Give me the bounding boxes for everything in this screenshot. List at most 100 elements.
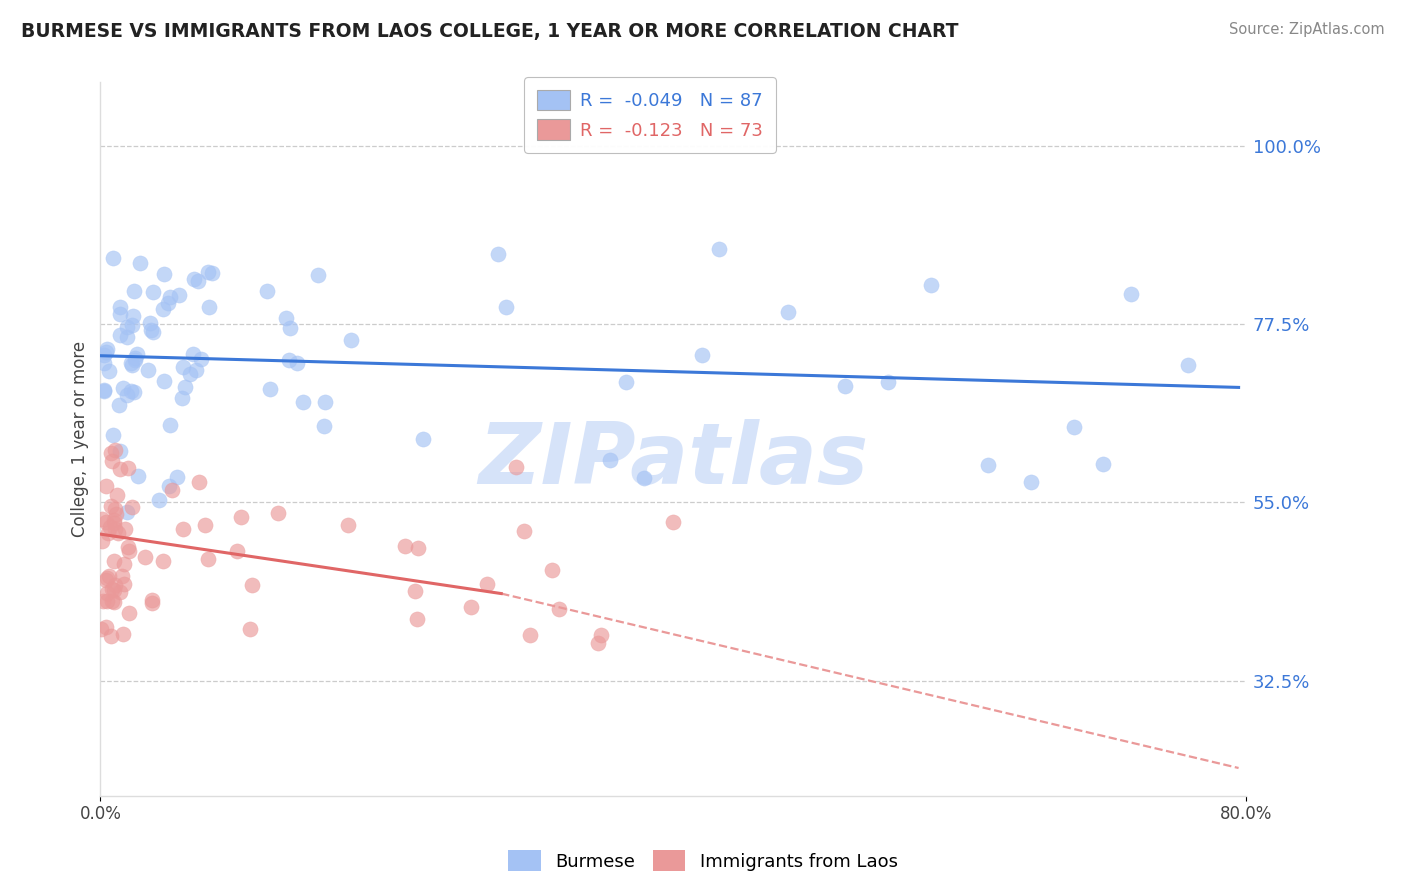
Point (181, 347, 204, 361)
Point (122, 384, 145, 399)
Point (194, 518, 217, 533)
Point (179, 367, 201, 381)
Point (120, 355, 142, 369)
Point (117, 541, 139, 555)
Point (120, 384, 142, 399)
Point (112, 576, 135, 591)
Point (115, 319, 138, 334)
Point (117, 461, 139, 475)
Point (152, 554, 174, 568)
Point (108, 398, 131, 412)
Point (100, 446, 122, 460)
Point (111, 626, 134, 640)
Point (259, 382, 281, 396)
Point (98, 520, 121, 534)
Point (412, 432, 434, 446)
Point (153, 374, 176, 388)
Point (142, 325, 165, 339)
Point (183, 272, 205, 286)
Point (314, 394, 336, 409)
Point (406, 541, 429, 555)
Point (159, 417, 181, 432)
Point (97, 568, 120, 582)
Point (115, 388, 138, 402)
Point (337, 518, 360, 533)
Point (1121, 286, 1143, 301)
Point (239, 623, 262, 637)
Point (96, 573, 118, 587)
Point (108, 462, 131, 476)
Point (172, 522, 194, 536)
Point (111, 569, 134, 583)
Point (103, 583, 125, 598)
Point (108, 307, 131, 321)
Point (495, 300, 517, 314)
Point (187, 475, 209, 489)
Legend: R =  -0.049   N = 87, R =  -0.123   N = 73: R = -0.049 N = 87, R = -0.123 N = 73 (524, 77, 776, 153)
Point (117, 330, 139, 344)
Point (134, 550, 156, 565)
Point (274, 310, 297, 325)
Point (662, 515, 685, 529)
Point (129, 256, 152, 270)
Point (152, 301, 174, 316)
Point (460, 599, 482, 614)
Point (307, 268, 329, 283)
Point (110, 300, 132, 314)
Point (103, 516, 125, 530)
Point (285, 356, 308, 370)
Point (173, 380, 195, 394)
Point (93, 384, 115, 399)
Point (142, 285, 165, 299)
Point (103, 554, 125, 568)
Point (157, 478, 180, 492)
Point (314, 419, 336, 434)
Point (977, 458, 1000, 472)
Point (93, 356, 115, 370)
Point (103, 578, 125, 592)
Point (108, 585, 131, 599)
Point (96, 594, 118, 608)
Point (278, 320, 301, 334)
Point (101, 594, 124, 608)
Y-axis label: College, 1 year or more: College, 1 year or more (72, 341, 89, 537)
Point (96, 343, 118, 357)
Point (231, 509, 253, 524)
Point (111, 381, 134, 395)
Point (96, 571, 118, 585)
Point (139, 323, 162, 337)
Point (124, 351, 146, 365)
Point (139, 317, 162, 331)
Point (278, 353, 301, 368)
Point (198, 301, 221, 315)
Point (586, 636, 609, 650)
Point (94, 515, 117, 529)
Point (100, 629, 122, 643)
Point (406, 612, 429, 626)
Point (112, 557, 135, 571)
Point (1177, 358, 1199, 372)
Point (153, 267, 176, 281)
Point (201, 266, 224, 280)
Point (920, 277, 942, 292)
Point (118, 544, 141, 558)
Point (159, 290, 181, 304)
Point (90, 512, 112, 526)
Point (513, 524, 536, 539)
Point (96, 586, 118, 600)
Point (108, 443, 131, 458)
Point (340, 334, 363, 348)
Point (1091, 457, 1114, 471)
Point (94, 479, 117, 493)
Point (114, 522, 136, 536)
Point (256, 284, 278, 298)
Point (121, 358, 143, 372)
Point (104, 502, 127, 516)
Point (167, 287, 190, 301)
Point (591, 628, 613, 642)
Point (93, 383, 115, 397)
Point (93, 347, 115, 361)
Point (404, 583, 426, 598)
Point (190, 352, 212, 367)
Point (172, 359, 194, 374)
